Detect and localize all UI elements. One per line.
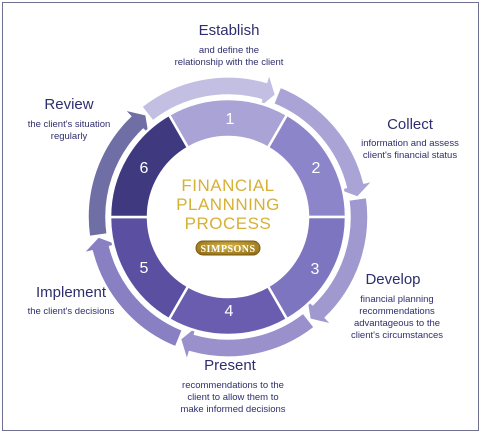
stage-collect: Collect information and assess client's … xyxy=(361,116,459,161)
cycle-arrow-develop xyxy=(305,196,369,325)
segment-number-2: 2 xyxy=(312,160,321,177)
center-title: FINANCIAL PLANNNING PROCESS xyxy=(176,176,280,233)
stage-title-review: Review xyxy=(44,96,93,113)
stage-title-collect: Collect xyxy=(387,116,434,133)
stage-implement: Implement the client's decisions xyxy=(28,284,115,317)
stage-desc-present-1: recommendations to the xyxy=(182,380,284,391)
logo-text: SIMPSONS xyxy=(200,244,255,255)
stage-desc-establish-1: and define the xyxy=(199,45,259,56)
stage-title-present: Present xyxy=(204,357,257,374)
financial-planning-cycle-diagram: FINANCIAL PLANNNING PROCESS SIMPSONS 1 2… xyxy=(28,22,460,415)
stage-present: Present recommendations to the client to… xyxy=(180,357,285,415)
center-title-line-2: PLANNNING xyxy=(176,195,280,214)
diagram-frame: FINANCIAL PLANNNING PROCESS SIMPSONS 1 2… xyxy=(2,2,479,431)
stage-desc-collect-1: information and assess xyxy=(361,138,459,149)
simpsons-logo: SIMPSONS xyxy=(195,240,261,256)
center-title-line-3: PROCESS xyxy=(185,214,272,233)
logo-badge xyxy=(195,240,261,256)
stage-desc-develop-4: client's circumstances xyxy=(351,330,443,341)
stage-desc-develop-2: recommendations xyxy=(359,306,435,317)
stage-establish: Establish and define the relationship wi… xyxy=(175,22,284,68)
segment-numbers: 1 2 3 4 5 6 xyxy=(140,111,321,320)
stage-desc-present-3: make informed decisions xyxy=(180,404,285,415)
stage-title-implement: Implement xyxy=(36,284,107,301)
stage-desc-collect-2: client's financial status xyxy=(363,150,457,161)
center-title-line-1: FINANCIAL xyxy=(181,176,274,195)
stage-review: Review the client's situation regularly xyxy=(28,96,111,142)
stage-develop: Develop financial planning recommendatio… xyxy=(351,271,443,341)
stage-desc-develop-3: advantageous to the xyxy=(354,318,440,329)
segment-number-4: 4 xyxy=(225,303,234,320)
stage-title-develop: Develop xyxy=(365,271,420,288)
stage-desc-develop-1: financial planning xyxy=(360,294,433,305)
stage-desc-implement-1: the client's decisions xyxy=(28,306,115,317)
cycle-arrow-implement xyxy=(82,236,184,348)
cycle-arrow-review xyxy=(87,109,151,238)
stage-desc-present-2: client to allow them to xyxy=(187,392,278,403)
center-disk xyxy=(148,137,308,297)
stage-desc-review-1: the client's situation xyxy=(28,119,111,130)
segment-number-6: 6 xyxy=(140,160,149,177)
stage-title-establish: Establish xyxy=(199,22,260,39)
segment-number-5: 5 xyxy=(140,260,149,277)
cycle-arrow-establish xyxy=(141,73,277,122)
stage-desc-review-2: regularly xyxy=(51,131,88,142)
cycle-arrows xyxy=(82,73,374,361)
segment-number-1: 1 xyxy=(226,111,235,128)
segment-number-3: 3 xyxy=(311,261,320,278)
cycle-arrow-collect xyxy=(272,86,374,198)
cycle-arrow-present xyxy=(179,312,315,361)
stage-desc-establish-2: relationship with the client xyxy=(175,57,284,68)
